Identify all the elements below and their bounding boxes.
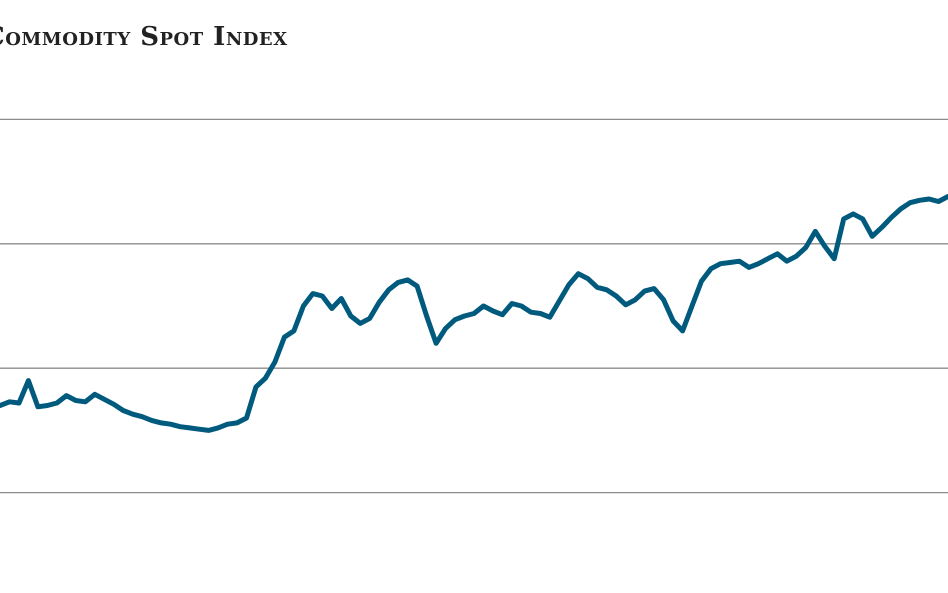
series-layer: [0, 194, 948, 433]
gridlines: [0, 118, 948, 494]
series-line-1: [0, 194, 948, 433]
chart-title: Commodity Spot Index: [0, 22, 288, 52]
